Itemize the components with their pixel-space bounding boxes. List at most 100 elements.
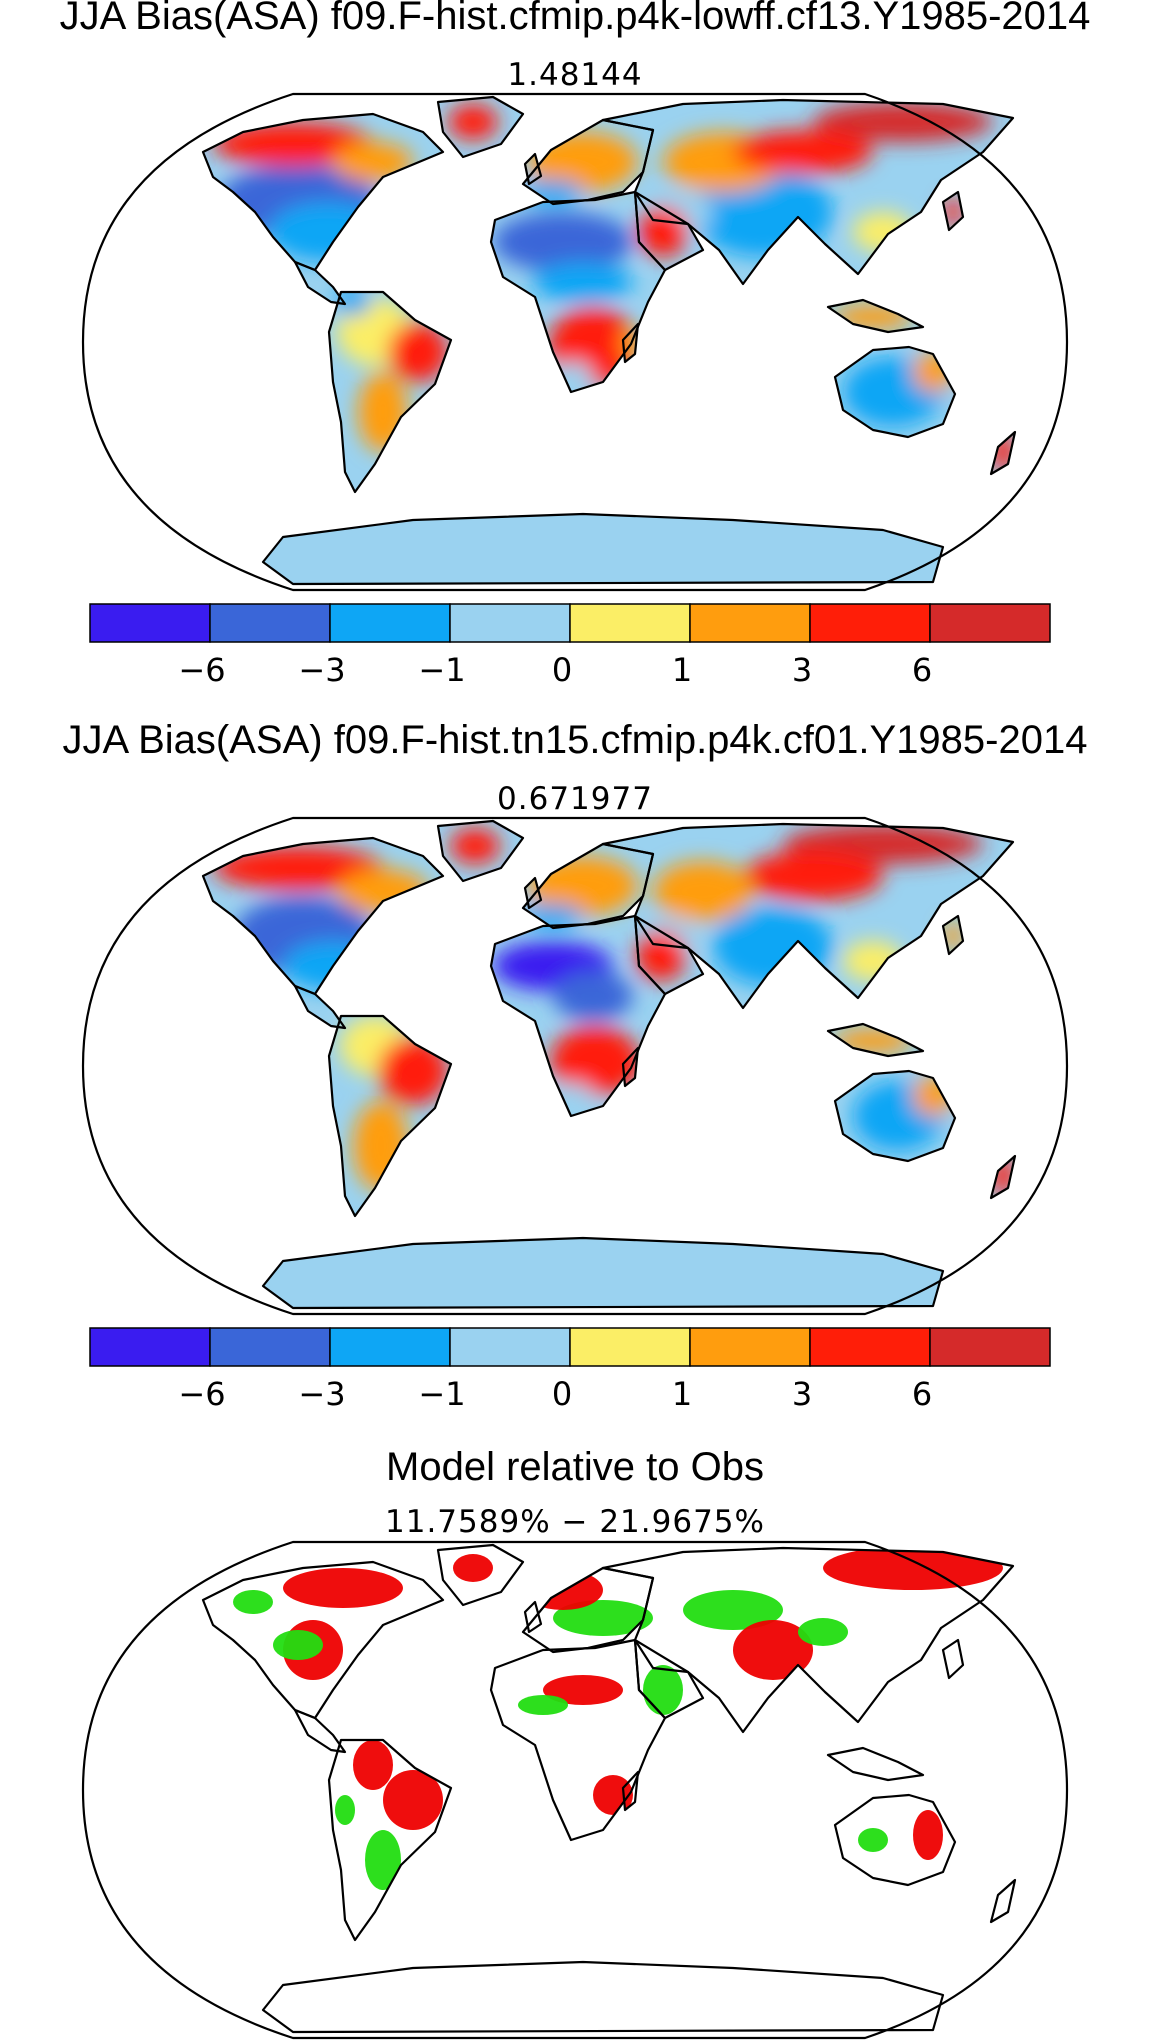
colorbar-tick-label: 0 (552, 1375, 572, 1413)
panel-2-map (81, 816, 1069, 1316)
relative-region-asia (798, 1618, 848, 1646)
relative-region-africa (518, 1695, 568, 1715)
relative-region-asia (733, 1620, 813, 1680)
panel-2-title: JJA Bias(ASA) f09.F-hist.tn15.cfmip.p4k.… (62, 718, 1088, 762)
coastline-africa (489, 914, 667, 1118)
panel-1-colorbar: −6 −3 −1 0 1 3 6 (89, 603, 1051, 689)
relative-region-south-america (335, 1795, 355, 1825)
relative-region-europe (553, 1600, 653, 1636)
coastline-central-america (293, 1708, 347, 1754)
coastline-antarctica (261, 1236, 945, 1310)
colorbar-swatch (209, 1327, 331, 1367)
coastline-australia (833, 1793, 957, 1887)
relative-region-south-america (353, 1740, 393, 1790)
land-color-layer (233, 1546, 1003, 1890)
coastline-north-america (201, 836, 445, 996)
bias-region-asia (653, 861, 753, 921)
relative-blobs (233, 1546, 1003, 1890)
colorbar-swatch (89, 603, 211, 643)
panel-1-map (81, 92, 1069, 592)
coastline-australia (833, 1069, 957, 1163)
bias-region-africa (550, 1026, 640, 1096)
map-border (81, 816, 1069, 1316)
colorbar-swatch (89, 1327, 211, 1367)
coastlines (201, 95, 1017, 586)
coastline-uk (523, 1600, 543, 1634)
colorbar-swatch (809, 1327, 931, 1367)
colorbar-tick-label: 0 (552, 651, 572, 689)
colorbar-swatch (449, 1327, 571, 1367)
panel-3-map (81, 1540, 1069, 2040)
bias-region-greenland (448, 104, 498, 140)
relative-region-north-america (233, 1590, 273, 1614)
coastline-new-zealand (989, 1878, 1017, 1924)
relative-region-asia (683, 1590, 783, 1630)
colorbar-tick-label: 3 (792, 651, 812, 689)
bias-region-asia (733, 130, 873, 174)
coastline-asia (601, 1546, 1015, 1734)
bias-region-arabia (636, 931, 686, 981)
coastline-greenland (436, 95, 525, 159)
coastlines (201, 819, 1017, 1310)
colorbar-tick-label: 1 (672, 651, 692, 689)
colorbar-tick-label: −3 (298, 1375, 345, 1413)
colorbar-swatch (449, 603, 571, 643)
bias-region-north-america (213, 846, 383, 890)
coastline-new-zealand (989, 1154, 1017, 1200)
bias-region-africa (553, 971, 633, 1021)
coastline-africa (489, 190, 667, 394)
colorbar-tick-label: 3 (792, 1375, 812, 1413)
bias-region-africa (493, 212, 633, 272)
colorbar-swatch (209, 603, 331, 643)
bias-region-south-america (388, 322, 448, 382)
coastline-south-america (327, 290, 453, 494)
relative-region-arabia (643, 1665, 683, 1715)
coastline-indonesia (826, 1022, 925, 1058)
colorbar-swatch (689, 1327, 811, 1367)
coastline-greenland (436, 819, 525, 883)
colorbar-swatch (569, 603, 691, 643)
bias-region-asia (743, 851, 883, 901)
bias-region-south-america (378, 1037, 448, 1105)
coastlines (201, 1543, 1017, 2034)
coastline-north-america (201, 1560, 445, 1720)
coastline-asia (601, 98, 1015, 286)
colorbar-tick-label: 6 (912, 651, 932, 689)
colorbar-swatch (929, 603, 1051, 643)
colorbar-swatch (569, 1327, 691, 1367)
colorbar-swatch (929, 1327, 1051, 1367)
coastline-madagascar (621, 1770, 640, 1812)
colorbar-tick-label: −1 (418, 1375, 465, 1413)
map-border (81, 1540, 1069, 2040)
coastline-japan (941, 190, 965, 232)
coastline-uk (523, 876, 543, 910)
bias-region-greenland (450, 828, 500, 864)
bias-region-arabia (638, 207, 688, 257)
coastline-australia (833, 345, 957, 439)
colorbar-swatch (809, 603, 931, 643)
colorbar-tick-label: −6 (178, 1375, 225, 1413)
bias-region-japan (943, 921, 963, 951)
relative-region-south-america (365, 1830, 401, 1890)
coastline-uk (523, 152, 543, 186)
coastline-new-zealand (989, 430, 1017, 476)
relative-region-africa (543, 1675, 623, 1705)
panel-3-subtitle: 11.7589% − 21.9675% (385, 1504, 765, 1540)
coastline-south-america (327, 1738, 453, 1942)
relative-region-north-america (283, 1568, 403, 1608)
coastline-asia (601, 822, 1015, 1010)
relative-region-south-america (383, 1770, 443, 1830)
coastline-madagascar (621, 322, 640, 364)
bias-region-north-america (213, 122, 373, 166)
coastline-japan (941, 914, 965, 956)
coastline-madagascar (621, 1046, 640, 1088)
colorbar-tick-label: 1 (672, 1375, 692, 1413)
coastline-indonesia (826, 1746, 925, 1782)
coastline-antarctica (261, 512, 945, 586)
bias-region-south-america (335, 288, 371, 316)
panel-1-subtitle: 1.48144 (507, 57, 643, 93)
bias-region-africa (533, 262, 633, 302)
map-border (81, 92, 1069, 592)
coastline-greenland (436, 1543, 525, 1607)
coastline-japan (941, 1638, 965, 1680)
